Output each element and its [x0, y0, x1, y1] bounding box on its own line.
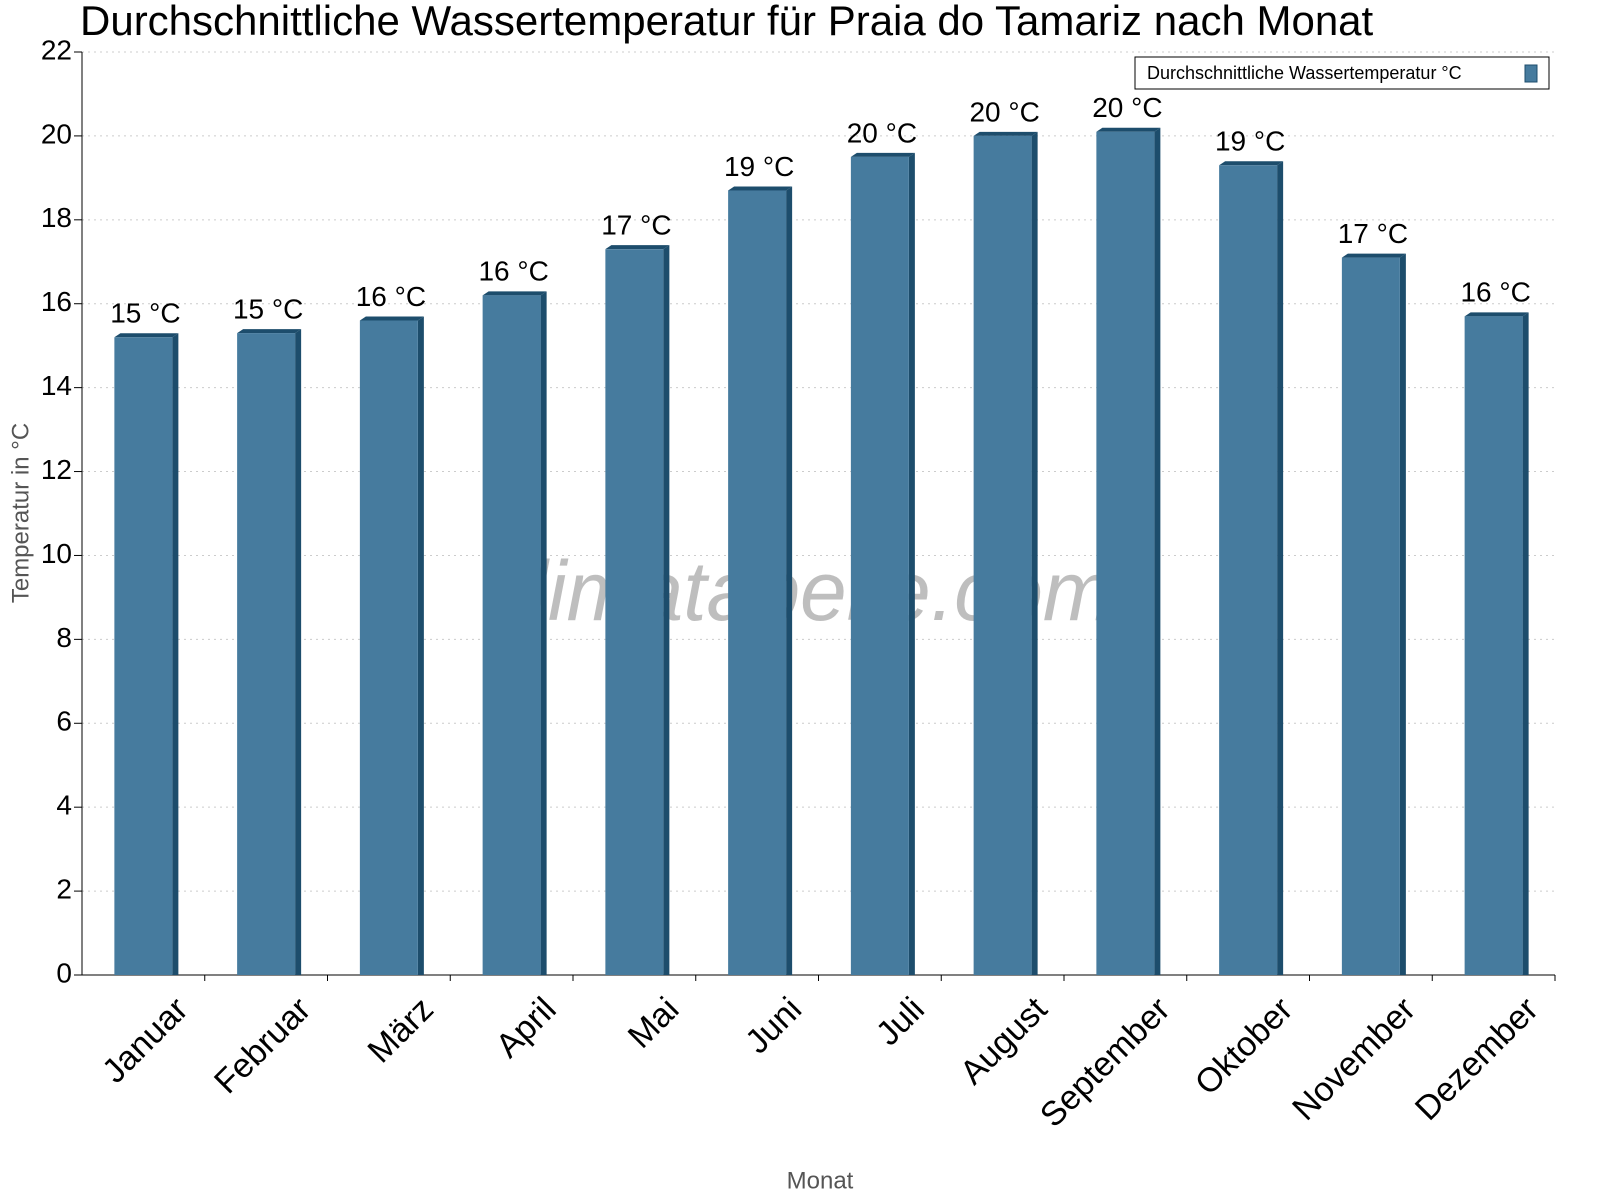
legend-box: [1134, 56, 1550, 90]
y-tick-label: 10: [41, 538, 72, 569]
bar-side: [295, 329, 302, 975]
y-tick-label: 0: [56, 957, 72, 988]
y-tick-label: 8: [56, 622, 72, 653]
bar: [237, 333, 296, 975]
value-label: 17 °C: [1338, 218, 1408, 249]
legend-swatch: [1524, 64, 1538, 83]
bar: [1464, 316, 1523, 976]
value-label: 17 °C: [601, 210, 671, 241]
bar-side: [172, 333, 179, 976]
bar-top: [850, 152, 915, 157]
bar: [728, 190, 787, 975]
value-label: 19 °C: [724, 151, 794, 182]
y-tick-label: 4: [56, 790, 72, 821]
bar-top: [605, 245, 670, 250]
x-axis-label: Monat: [787, 1167, 854, 1194]
y-tick-label: 2: [56, 873, 72, 904]
y-tick-label: 18: [41, 202, 72, 233]
value-label: 20 °C: [969, 96, 1039, 127]
bar: [850, 156, 909, 976]
value-label: 20 °C: [1092, 92, 1162, 123]
y-axis-label: Temperatur in °C: [7, 423, 34, 603]
y-tick-label: 12: [41, 454, 72, 485]
bar-side: [663, 245, 670, 975]
value-label: 16 °C: [356, 281, 426, 312]
value-label: 20 °C: [847, 117, 917, 148]
bar-top: [237, 329, 302, 334]
bar-top: [359, 316, 424, 321]
bar: [973, 135, 1032, 976]
legend-label: Durchschnittliche Wassertemperatur °C: [1147, 63, 1462, 83]
chart-title: Durchschnittliche Wassertemperatur für P…: [80, 0, 1374, 44]
value-label: 15 °C: [233, 293, 303, 324]
value-label: 15 °C: [110, 298, 180, 329]
bar-top: [1096, 127, 1161, 132]
bar-side: [540, 291, 547, 975]
bar-side: [1154, 127, 1161, 976]
bar-top: [1341, 253, 1406, 258]
bar-side: [1031, 131, 1038, 976]
bar-top: [114, 333, 179, 338]
y-tick-label: 14: [41, 370, 72, 401]
bar-side: [786, 186, 793, 975]
value-label: 16 °C: [1460, 277, 1530, 308]
bar: [359, 320, 418, 975]
bar: [114, 337, 173, 976]
y-tick-label: 16: [41, 286, 72, 317]
bar: [1096, 131, 1155, 976]
bar-side: [1399, 253, 1406, 975]
bar-top: [1219, 161, 1284, 166]
bar-top: [728, 186, 793, 191]
legend: Durchschnittliche Wassertemperatur °C: [1134, 56, 1550, 90]
y-tick-label: 22: [41, 34, 72, 65]
bar-side: [1522, 312, 1529, 976]
bar-top: [973, 131, 1038, 136]
y-tick-label: 6: [56, 706, 72, 737]
bar-top: [482, 291, 547, 296]
value-label: 19 °C: [1215, 126, 1285, 157]
value-label: 16 °C: [478, 256, 548, 287]
bar-side: [417, 316, 424, 975]
bar: [482, 295, 541, 975]
bar: [1341, 257, 1400, 975]
bar: [1219, 165, 1278, 975]
bar: [605, 249, 664, 975]
bar-side: [908, 152, 915, 976]
bar-side: [1277, 161, 1284, 975]
bar-top: [1464, 312, 1529, 317]
y-tick-label: 20: [41, 118, 72, 149]
